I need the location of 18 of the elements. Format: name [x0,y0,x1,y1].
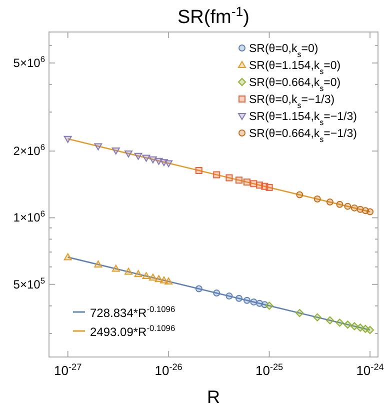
y-tick-label: 2×10$^{6}$ [13,142,46,158]
x-tick-label: 10$^{-26}$ [154,362,182,378]
legend-label: SR(θ=0,k$_{s}$=0) [249,43,318,58]
legend-label: SR(θ=0.664,k$_{s}$=0) [249,77,341,92]
legend-label: SR(θ=0,k$_{s}$=−1/3) [249,94,335,110]
y-tick-label: 5×10$^{6}$ [13,54,46,70]
legend-label: SR(θ=1.154,k$_{s}$=0) [249,60,341,76]
legend-label: 2493.09*R$^{-0.1096}$ [90,323,176,339]
x-tick-label: 10$^{-24}$ [356,362,384,378]
chart-title: SR(fm$^{-1}$) [178,4,250,28]
legend-label: SR(θ=0.664,k$_{s}$=−1/3) [249,128,358,144]
legend-label: SR(θ=1.154,k$_{s}$=−1/3) [249,111,358,126]
y-tick-label: 5×10$^{5}$ [13,275,46,292]
y-tick-label: 1×10$^{6}$ [13,208,46,225]
legend-label: 728.834*R$^{-0.1096}$ [90,304,176,320]
x-tick-label: 10$^{-27}$ [54,362,82,378]
x-axis-title: R [207,387,220,407]
x-tick-label: 10$^{-25}$ [255,362,284,378]
